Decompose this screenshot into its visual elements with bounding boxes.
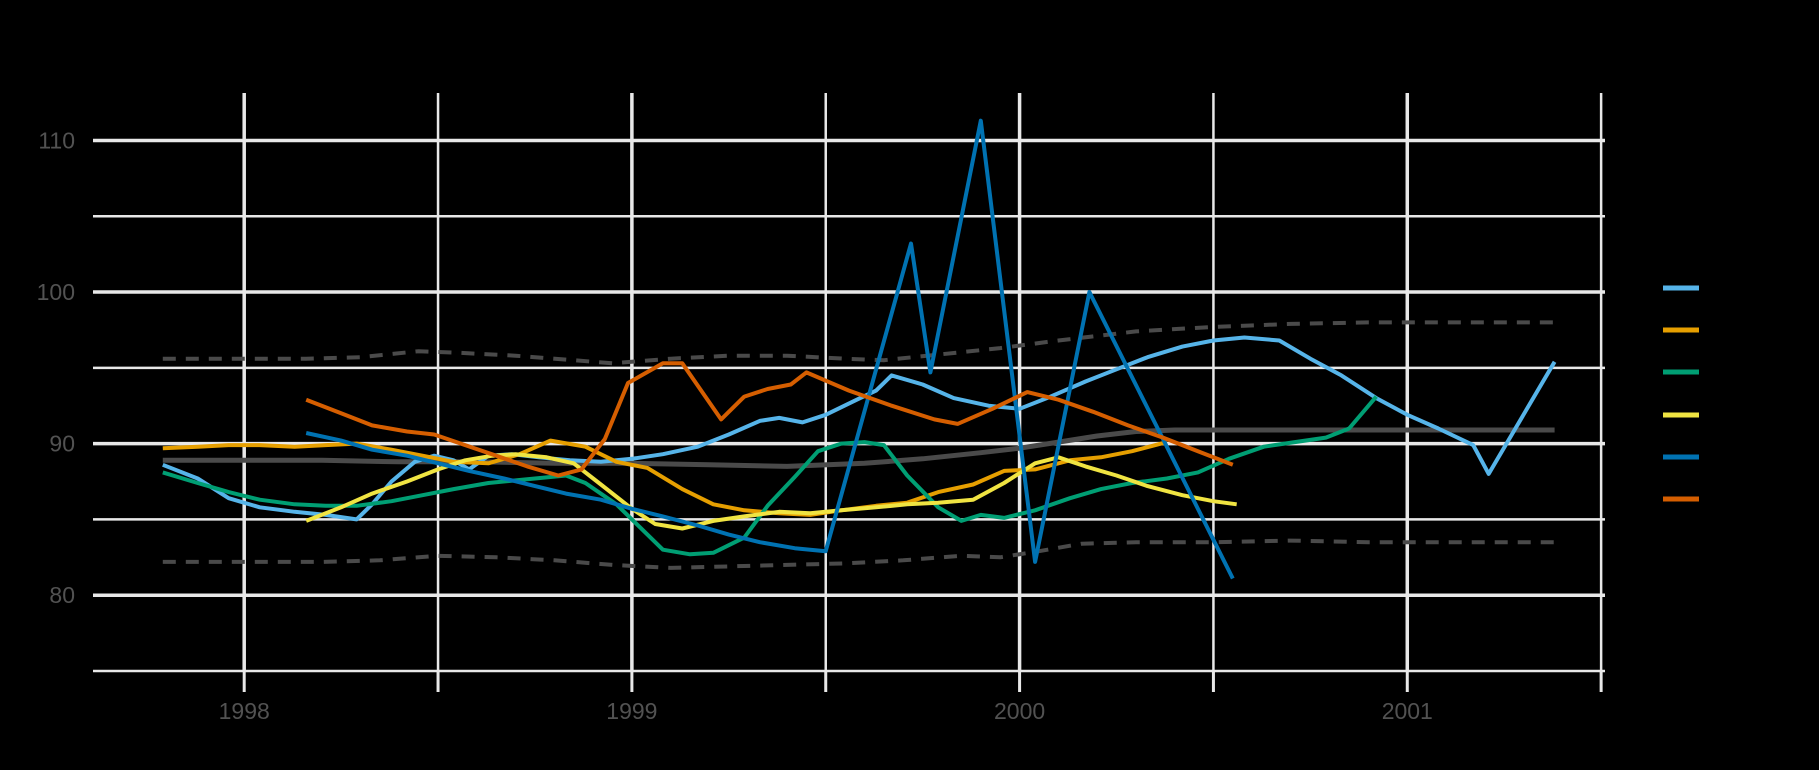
series-vermillion-line (305, 361, 1234, 478)
x-tick-label: 2001 (1382, 698, 1433, 724)
y-tick-label: 100 (37, 279, 75, 305)
series-blue-line (305, 118, 1235, 580)
upper-dashed-band-line (162, 320, 1555, 366)
lower-dashed-band-line (162, 538, 1555, 570)
series-green-line (162, 395, 1378, 557)
y-tick-label: 80 (49, 582, 75, 608)
series-sky-blue-line (162, 335, 1557, 522)
y-tick-label: 90 (49, 431, 75, 457)
x-tick-label: 2000 (994, 698, 1045, 724)
y-tick-label: 110 (38, 127, 75, 153)
x-tick-label: 1998 (219, 698, 270, 724)
series-orange-line (162, 438, 1168, 517)
series-yellow-line (305, 452, 1237, 531)
x-tick-label: 1999 (606, 698, 657, 724)
